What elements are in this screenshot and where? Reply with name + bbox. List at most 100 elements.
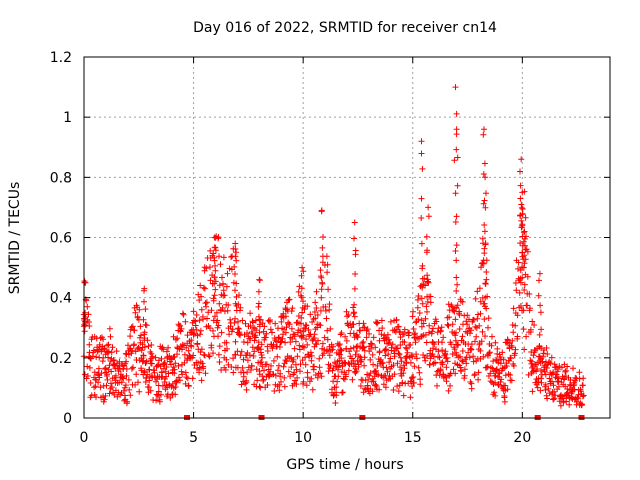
data-point bbox=[375, 371, 382, 378]
data-point bbox=[312, 315, 319, 322]
data-point bbox=[278, 378, 284, 385]
data-point bbox=[394, 360, 401, 367]
data-point bbox=[386, 359, 393, 366]
data-point bbox=[354, 357, 361, 364]
data-point bbox=[252, 317, 259, 324]
data-point bbox=[413, 351, 420, 358]
data-point bbox=[339, 389, 346, 396]
data-point bbox=[418, 215, 425, 221]
data-point bbox=[240, 356, 247, 363]
data-point bbox=[84, 303, 91, 310]
data-point bbox=[147, 387, 154, 394]
data-point bbox=[518, 204, 525, 211]
data-point bbox=[444, 358, 451, 365]
data-point bbox=[376, 386, 383, 393]
data-point bbox=[247, 367, 254, 373]
data-point bbox=[497, 379, 504, 385]
data-point bbox=[512, 322, 519, 329]
data-point bbox=[342, 333, 349, 340]
data-point bbox=[190, 352, 197, 359]
data-point bbox=[518, 224, 525, 231]
data-point bbox=[318, 286, 325, 293]
data-point bbox=[232, 240, 239, 247]
data-point bbox=[448, 341, 455, 348]
data-point bbox=[518, 201, 525, 208]
data-point bbox=[485, 352, 491, 359]
data-point bbox=[474, 315, 481, 322]
data-point bbox=[251, 348, 258, 355]
data-point bbox=[466, 354, 473, 361]
data-point bbox=[222, 366, 229, 373]
data-point bbox=[175, 374, 182, 381]
data-point bbox=[464, 321, 471, 328]
data-point bbox=[416, 369, 423, 376]
data-point bbox=[149, 353, 156, 360]
data-point bbox=[343, 308, 350, 315]
data-point bbox=[127, 333, 134, 340]
data-point bbox=[459, 298, 466, 305]
data-point bbox=[426, 329, 432, 336]
data-point bbox=[84, 373, 91, 379]
data-point bbox=[484, 363, 491, 370]
data-point bbox=[295, 288, 302, 295]
data-point bbox=[495, 382, 502, 389]
data-point bbox=[203, 303, 209, 310]
data-point bbox=[397, 342, 404, 348]
data-point bbox=[210, 327, 216, 334]
data-point bbox=[455, 341, 462, 348]
y-tick-label: 1 bbox=[63, 110, 72, 126]
data-point bbox=[118, 379, 125, 386]
data-point bbox=[415, 293, 422, 299]
plot-frame bbox=[83, 56, 611, 419]
data-point bbox=[342, 373, 349, 380]
data-point bbox=[510, 329, 517, 336]
data-point bbox=[465, 349, 472, 356]
data-point bbox=[237, 352, 244, 359]
data-point bbox=[132, 381, 139, 388]
data-point bbox=[473, 333, 480, 340]
data-point bbox=[210, 250, 217, 257]
data-point bbox=[96, 374, 103, 381]
data-point bbox=[489, 365, 496, 372]
data-point bbox=[387, 355, 394, 362]
data-point bbox=[453, 305, 459, 312]
data-point bbox=[253, 327, 260, 334]
data-point bbox=[407, 359, 414, 366]
data-point bbox=[330, 343, 337, 350]
data-point bbox=[212, 313, 218, 320]
data-point bbox=[431, 341, 438, 348]
data-point bbox=[309, 386, 316, 393]
data-point bbox=[472, 338, 478, 345]
data-point bbox=[154, 392, 161, 399]
data-point bbox=[480, 257, 487, 264]
data-point bbox=[517, 279, 524, 286]
data-point bbox=[126, 386, 133, 393]
data-point bbox=[356, 327, 363, 334]
data-point bbox=[98, 370, 105, 377]
data-point bbox=[527, 326, 534, 333]
data-point bbox=[407, 394, 414, 401]
data-point bbox=[493, 366, 500, 373]
data-point bbox=[453, 110, 460, 117]
data-point bbox=[122, 382, 129, 389]
data-point bbox=[353, 348, 360, 354]
data-point bbox=[538, 326, 545, 333]
data-point bbox=[480, 171, 487, 177]
data-point bbox=[141, 344, 148, 350]
data-point bbox=[327, 362, 334, 369]
data-point bbox=[311, 363, 318, 370]
y-tick-label: 0.4 bbox=[50, 291, 72, 307]
data-point bbox=[524, 302, 531, 309]
data-point bbox=[338, 355, 345, 362]
data-point bbox=[472, 295, 479, 302]
data-point bbox=[281, 374, 288, 381]
data-point bbox=[254, 377, 261, 384]
data-point bbox=[172, 391, 179, 398]
data-point bbox=[384, 331, 391, 338]
data-point bbox=[418, 295, 425, 302]
data-point bbox=[244, 369, 251, 376]
data-point bbox=[298, 272, 305, 279]
data-point bbox=[548, 354, 555, 361]
data-point bbox=[313, 288, 320, 295]
data-point bbox=[537, 356, 544, 363]
